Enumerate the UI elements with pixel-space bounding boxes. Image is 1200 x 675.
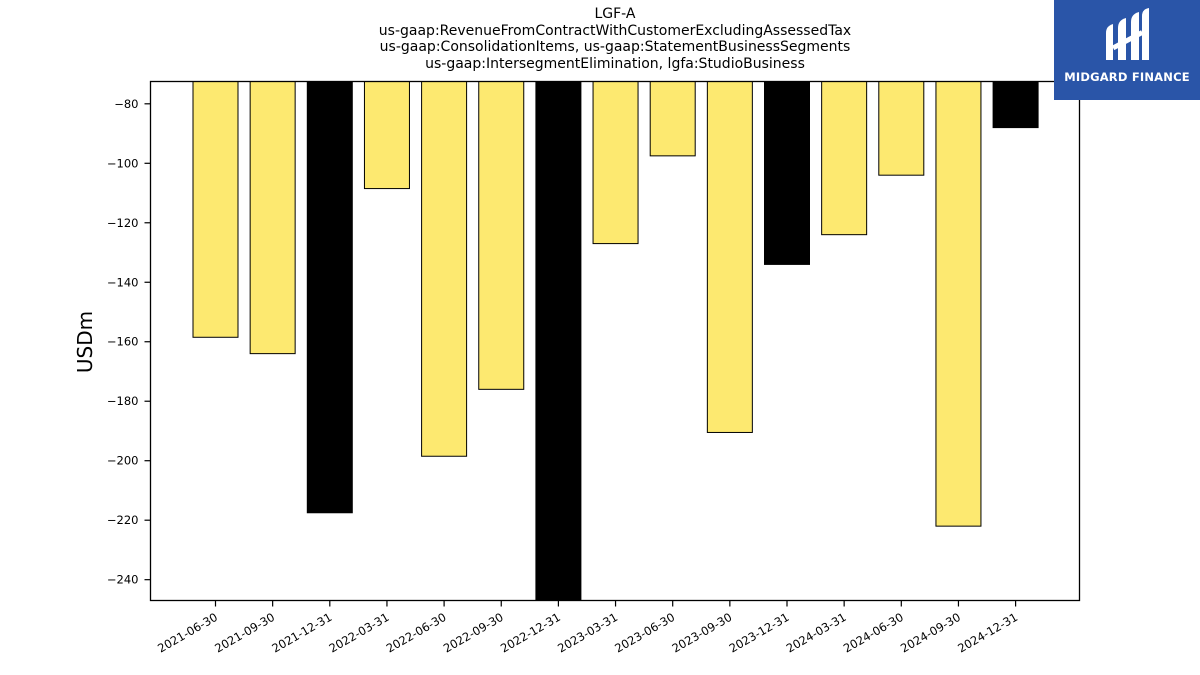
bar-2022-06-30 bbox=[421, 81, 468, 457]
bar-2021-06-30 bbox=[192, 81, 239, 338]
chart-title-line-3: us-gaap:ConsolidationItems, us-gaap:Stat… bbox=[379, 39, 851, 55]
bar-2022-12-31 bbox=[535, 81, 582, 601]
x-tick-label: 2021-09-30 bbox=[212, 610, 277, 656]
chart-title: LGF-A us-gaap:RevenueFromContractWithCus… bbox=[0, 6, 1200, 72]
y-tick-label: −200 bbox=[107, 454, 139, 468]
x-tick-label: 2023-06-30 bbox=[612, 610, 677, 656]
x-tick-label: 2024-12-31 bbox=[955, 610, 1020, 656]
x-tick-label: 2021-06-30 bbox=[155, 610, 220, 656]
bars-group bbox=[192, 81, 1039, 601]
y-axis: −80 −100 −120 −140 −160 −180 −200 −220 −240 bbox=[107, 97, 151, 587]
x-tick-label: 2024-06-30 bbox=[841, 610, 906, 656]
x-tick-label: 2021-12-31 bbox=[269, 610, 334, 656]
y-tick-label: −180 bbox=[107, 394, 139, 408]
bar-2024-03-31 bbox=[821, 81, 868, 236]
bar-2021-09-30 bbox=[249, 81, 296, 355]
midgard-finance-logo: MIDGARD FINANCE bbox=[1054, 0, 1200, 100]
x-tick-label: 2022-12-31 bbox=[498, 610, 563, 656]
x-tick-label: 2024-09-30 bbox=[898, 610, 963, 656]
bar-2022-09-30 bbox=[478, 81, 525, 390]
x-tick-label: 2023-09-30 bbox=[669, 610, 734, 656]
bar-2023-09-30 bbox=[706, 81, 753, 433]
logo-text: MIDGARD FINANCE bbox=[1064, 70, 1190, 84]
y-tick-label: −160 bbox=[107, 335, 139, 349]
x-tick-label: 2023-03-31 bbox=[555, 610, 620, 656]
bar-2023-12-31 bbox=[764, 81, 810, 265]
bar-2021-12-31 bbox=[306, 81, 353, 514]
bar-2022-03-31 bbox=[363, 81, 410, 190]
bar-2024-09-30 bbox=[935, 81, 982, 527]
x-tick-label: 2022-09-30 bbox=[441, 610, 506, 656]
bar-2024-12-31 bbox=[992, 81, 1039, 129]
x-tick-label: 2024-03-31 bbox=[784, 610, 849, 656]
y-tick-label: −240 bbox=[107, 573, 139, 587]
y-axis-label: USDm bbox=[73, 311, 97, 373]
bar-2024-06-30 bbox=[878, 81, 925, 176]
x-tick-label: 2023-12-31 bbox=[727, 610, 792, 656]
midgard-logo-icon bbox=[1106, 8, 1149, 60]
chart-title-line-2: us-gaap:RevenueFromContractWithCustomerE… bbox=[378, 22, 852, 39]
bar-2023-06-30 bbox=[649, 81, 696, 157]
y-tick-label: −120 bbox=[107, 216, 139, 230]
x-axis: 2021-06-302021-09-302021-12-312022-03-31… bbox=[155, 600, 1020, 656]
x-tick-label: 2022-06-30 bbox=[384, 610, 449, 656]
y-tick-label: −80 bbox=[114, 97, 138, 111]
x-tick-label: 2022-03-31 bbox=[327, 610, 392, 656]
chart-title-line-1: LGF-A bbox=[594, 6, 636, 22]
chart-title-line-4: us-gaap:IntersegmentElimination, lgfa:St… bbox=[425, 55, 805, 72]
y-tick-label: −100 bbox=[107, 156, 139, 170]
bar-2023-03-31 bbox=[592, 81, 639, 245]
y-tick-label: −140 bbox=[107, 275, 139, 289]
y-tick-label: −220 bbox=[107, 513, 139, 527]
